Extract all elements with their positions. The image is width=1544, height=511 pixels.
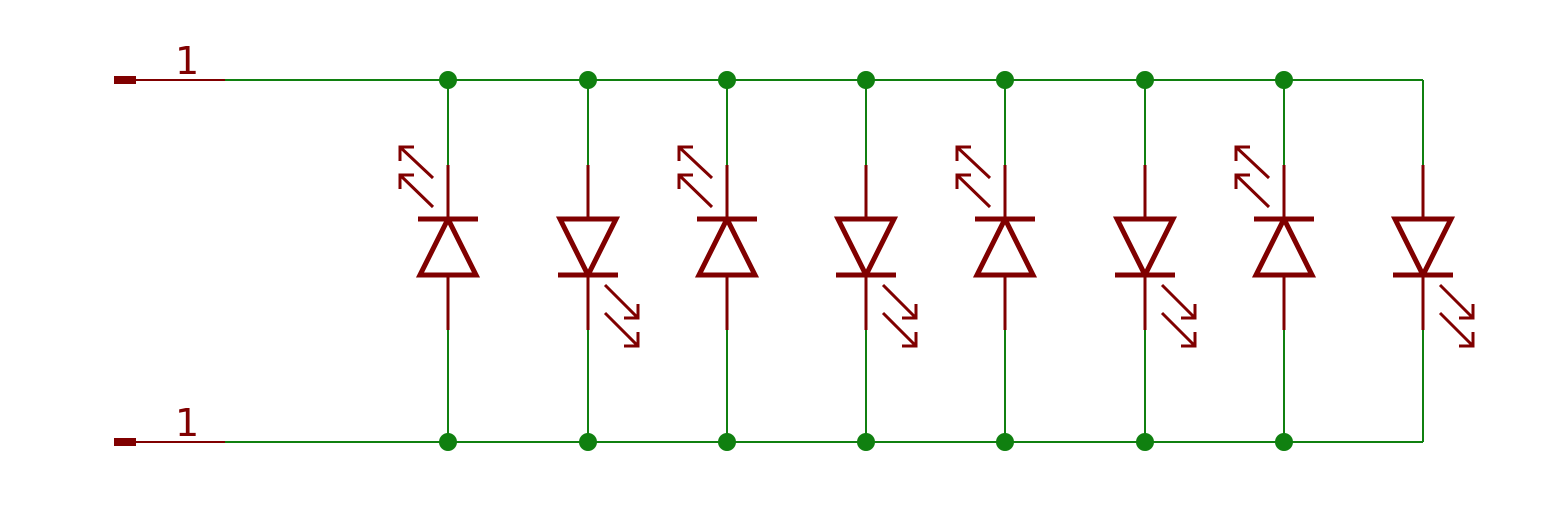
led-triangle — [415, 213, 481, 278]
emission-arrow-head — [1181, 332, 1197, 348]
junction-dot-bottom-4 — [857, 433, 875, 451]
led-triangle — [694, 213, 760, 278]
emission-arrow-head — [398, 173, 414, 189]
emission-arrow-head — [902, 332, 918, 348]
junction-dot-bottom-7 — [1275, 433, 1293, 451]
junction-dot-bottom-1 — [439, 433, 457, 451]
led-7 — [1234, 145, 1317, 330]
emission-arrow-shaft — [955, 173, 992, 209]
port-bottom[interactable]: 1 — [114, 401, 225, 446]
emission-arrow-shaft — [1234, 145, 1271, 180]
emission-arrow-shaft — [398, 173, 435, 209]
junction-dot-top-2 — [579, 71, 597, 89]
emission-arrow-shaft — [603, 311, 640, 348]
emission-arrow-shaft — [1160, 283, 1197, 320]
led-6 — [1112, 165, 1197, 348]
led-4 — [833, 165, 918, 348]
junction-dot-bottom-5 — [996, 433, 1014, 451]
emission-arrow-head — [1459, 332, 1475, 348]
junction-dot-bottom-3 — [718, 433, 736, 451]
port-bottom-label: 1 — [175, 401, 199, 445]
emission-arrow-head — [1181, 304, 1197, 320]
led-2 — [555, 165, 640, 348]
led-triangle — [1251, 213, 1317, 278]
emission-arrow-head — [624, 304, 640, 320]
led-triangle — [1112, 216, 1178, 281]
emission-arrow-head — [902, 304, 918, 320]
emission-arrow-head — [955, 173, 971, 189]
junctions — [439, 71, 1293, 451]
emission-arrow-shaft — [677, 145, 714, 180]
wires — [225, 79, 1424, 443]
junction-dot-top-5 — [996, 71, 1014, 89]
port-top-label: 1 — [175, 39, 199, 83]
emission-arrow-shaft — [1234, 173, 1271, 209]
led-8 — [1390, 165, 1475, 348]
led-5 — [955, 145, 1038, 330]
emission-arrow-head — [624, 332, 640, 348]
emission-arrow-head — [1459, 304, 1475, 320]
junction-dot-top-4 — [857, 71, 875, 89]
emission-arrow-shaft — [955, 145, 992, 180]
emission-arrow-shaft — [398, 145, 435, 180]
junction-dot-top-3 — [718, 71, 736, 89]
port-top[interactable]: 1 — [114, 39, 225, 84]
led-3 — [677, 145, 760, 330]
emission-arrow-shaft — [1160, 311, 1197, 348]
emission-arrow-shaft — [1438, 283, 1475, 320]
led-triangle — [833, 216, 899, 281]
led-triangle — [972, 213, 1038, 278]
emission-arrow-head — [955, 145, 971, 161]
emission-arrow-shaft — [603, 283, 640, 320]
port-bottom-pad[interactable] — [114, 438, 136, 446]
emission-arrow-shaft — [677, 173, 714, 209]
junction-dot-bottom-2 — [579, 433, 597, 451]
emission-arrow-shaft — [881, 283, 918, 320]
port-top-pad[interactable] — [114, 76, 136, 84]
led-triangle — [1390, 216, 1456, 281]
junction-dot-top-1 — [439, 71, 457, 89]
emission-arrow-head — [1234, 145, 1250, 161]
emission-arrow-head — [1234, 173, 1250, 189]
junction-dot-top-6 — [1136, 71, 1154, 89]
emission-arrow-head — [398, 145, 414, 161]
emission-arrow-head — [677, 145, 693, 161]
symbols — [398, 145, 1475, 348]
led-triangle — [555, 216, 621, 281]
emission-arrow-shaft — [881, 311, 918, 348]
emission-arrow-head — [677, 173, 693, 189]
junction-dot-top-7 — [1275, 71, 1293, 89]
led-1 — [398, 145, 481, 330]
emission-arrow-shaft — [1438, 311, 1475, 348]
junction-dot-bottom-6 — [1136, 433, 1154, 451]
